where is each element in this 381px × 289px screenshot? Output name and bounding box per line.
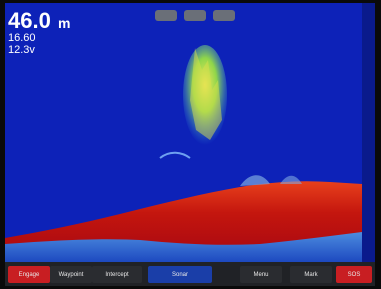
- temperature-readout: 16.60: [8, 32, 36, 44]
- toolbar-label: Engage: [19, 272, 40, 278]
- top-button[interactable]: [184, 10, 206, 21]
- toolbar-buttons: Engage Waypoint Intercept Sonar Menu Mark SOS: [8, 266, 372, 283]
- depth-unit: m: [58, 15, 70, 31]
- top-button[interactable]: [155, 10, 177, 21]
- toolbar-label: Mark: [304, 272, 318, 278]
- voltage-readout: 12.3v: [8, 44, 35, 56]
- depth-scale: [362, 3, 375, 262]
- toolbar-label: Waypoint: [59, 272, 84, 278]
- toolbar-label: Sonar: [172, 272, 188, 278]
- sonar-screen: 46.0 m 16.60 12.3v Engage Waypoint Interce…: [0, 0, 381, 289]
- top-button[interactable]: [213, 10, 235, 21]
- toolbar-label: SOS: [348, 272, 361, 278]
- toolbar-label: Intercept: [105, 272, 129, 278]
- toolbar-label: Menu: [253, 272, 268, 278]
- depth-readout: 46.0: [8, 8, 51, 33]
